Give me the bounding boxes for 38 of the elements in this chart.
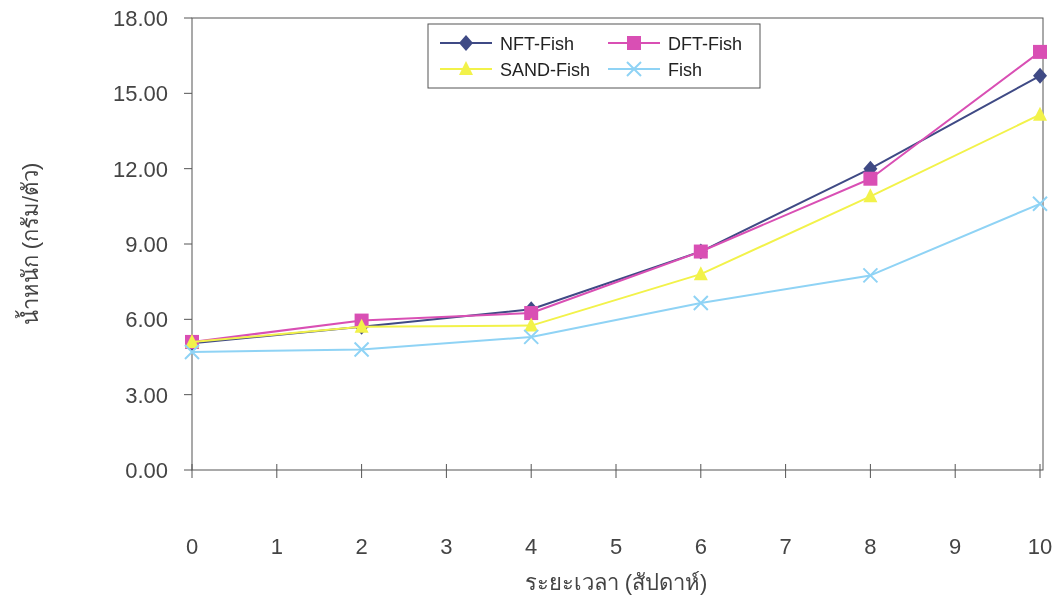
legend-label: Fish [668, 60, 703, 80]
point [1033, 44, 1047, 59]
x-tick-label: 0 [185, 534, 199, 559]
point [1032, 195, 1048, 212]
x-tick-label: 2 [355, 534, 368, 559]
x-tick-label: 9 [949, 534, 962, 559]
y-tick-label: 3.00 [125, 382, 168, 408]
x-tick-label: 7 [779, 534, 792, 559]
y-tick-label: 12.00 [112, 156, 168, 182]
y-tick-label: 6.00 [125, 307, 168, 333]
y-axis-title: น้ำหนัก (กรัม/ตัว) [15, 162, 43, 326]
point [692, 295, 709, 312]
x-tick-label: 5 [609, 534, 623, 559]
point [693, 266, 708, 281]
x-tick-label: 4 [525, 534, 538, 559]
point [184, 343, 200, 360]
point [863, 188, 878, 203]
legend-label: NFT-Fish [500, 34, 574, 54]
x-tick-label: 1 [270, 534, 283, 559]
point [1033, 106, 1047, 121]
point [863, 171, 878, 186]
y-tick-label: 0.00 [125, 458, 168, 483]
y-tick-label: 9.00 [125, 232, 168, 257]
point [353, 341, 370, 358]
x-tick-label: 3 [440, 534, 453, 559]
point [523, 328, 540, 345]
x-tick-label: 10 [1027, 534, 1053, 559]
point [862, 267, 879, 284]
y-tick-label: 18.00 [112, 6, 168, 31]
point [524, 317, 539, 332]
x-tick-label: 8 [864, 534, 877, 559]
legend-label: DFT-Fish [668, 34, 742, 54]
x-tick-label: 6 [694, 534, 707, 559]
legend-label: SAND-Fish [500, 60, 591, 80]
x-axis-title: ระยะเวลา (สัปดาห์) [524, 570, 708, 595]
y-tick-label: 15.00 [112, 81, 168, 107]
point [524, 306, 539, 321]
point [1033, 67, 1047, 84]
